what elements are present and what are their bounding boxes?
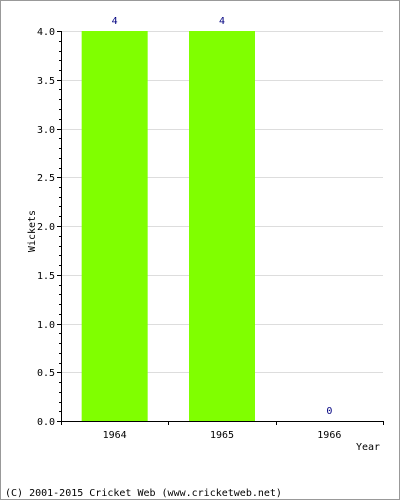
y-tick-label: 4.0 [37, 27, 55, 38]
y-tick-label: 1.5 [37, 271, 55, 282]
copyright-text: (C) 2001-2015 Cricket Web (www.cricketwe… [5, 488, 282, 499]
x-axis-title: Year [356, 442, 380, 453]
bar [189, 31, 255, 421]
axes [57, 31, 384, 425]
x-tick-label: 1964 [103, 430, 127, 441]
y-tick-label: 0.0 [37, 417, 55, 428]
data-label: 4 [219, 16, 225, 27]
y-tick-label: 0.5 [37, 368, 55, 379]
y-tick-label: 2.5 [37, 173, 55, 184]
y-tick-label: 2.0 [37, 222, 55, 233]
y-axis-title: Wickets [27, 210, 38, 252]
bar [81, 31, 148, 421]
y-tick-label: 3.5 [37, 76, 55, 87]
y-tick-label: 1.0 [37, 320, 55, 331]
y-tick-label: 3.0 [37, 125, 55, 136]
x-tick-label: 1965 [210, 430, 234, 441]
x-tick-label: 1966 [317, 430, 341, 441]
bars [81, 31, 255, 421]
data-label: 4 [112, 16, 118, 27]
labels: 0.0 0.5 1.0 1.5 2.0 2.5 3.0 3.5 4.0 4 1964 4 1965 0 19… [37, 16, 341, 441]
data-label: 0 [326, 406, 332, 417]
